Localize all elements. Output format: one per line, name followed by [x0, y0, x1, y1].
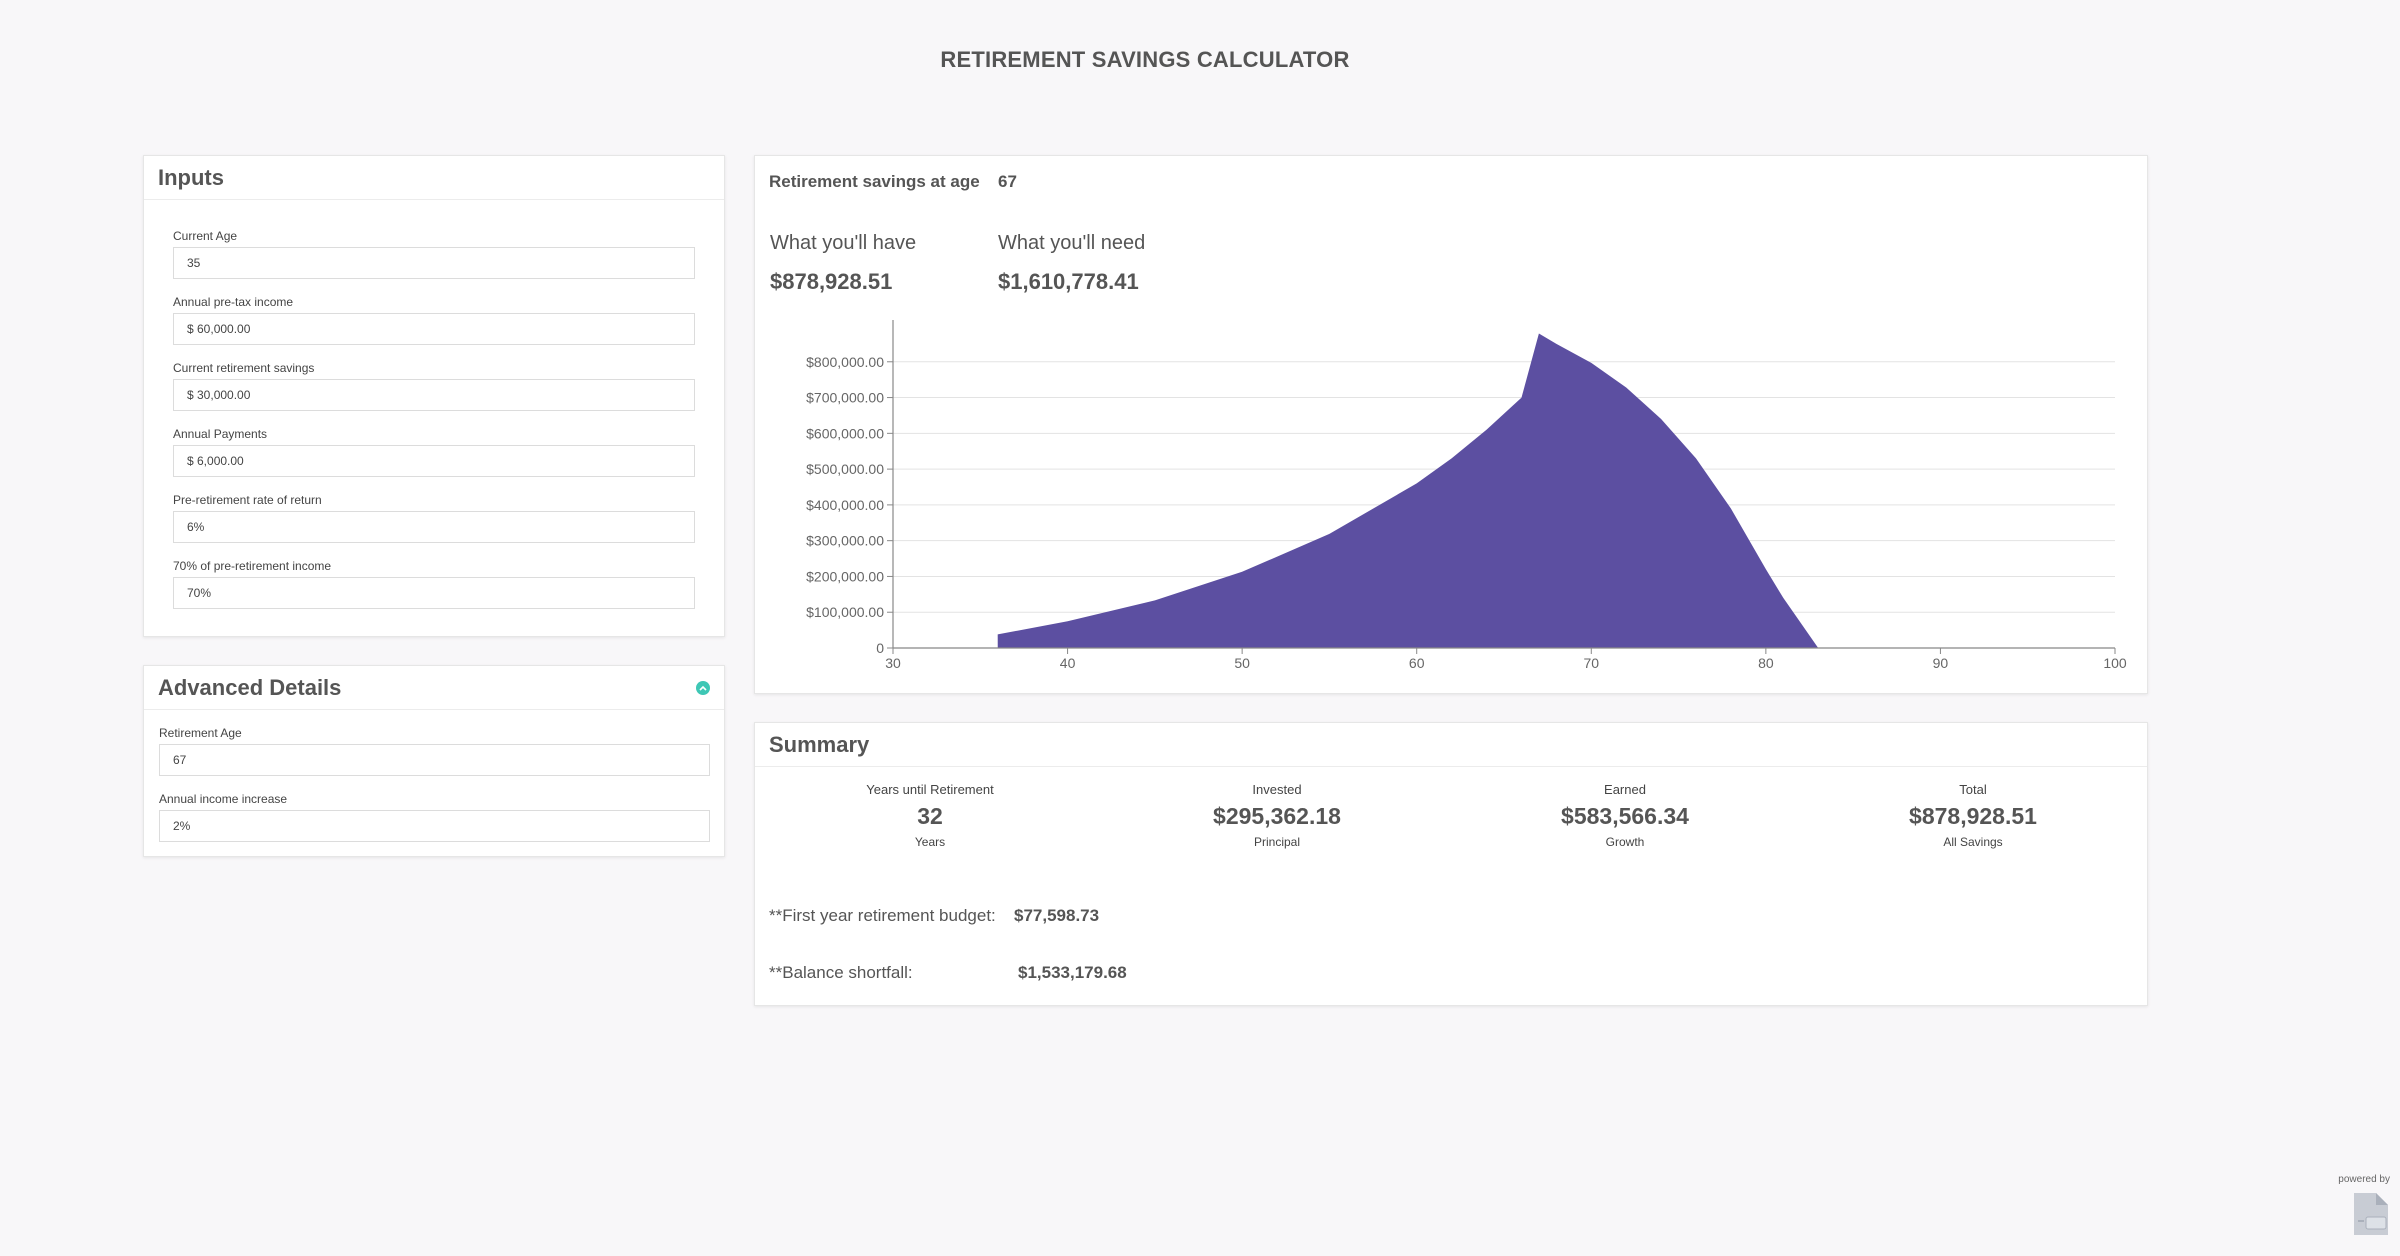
- y-tick-label: $100,000.00: [806, 604, 884, 620]
- stat-invested: Invested $295,362.18 Principal: [1157, 782, 1397, 849]
- inputs-card-title: Inputs: [158, 164, 224, 190]
- savings-area-series: [997, 333, 1819, 648]
- y-tick-label: $400,000.00: [806, 497, 884, 513]
- annual-income-field: Annual pre-tax income $ 60,000.00: [173, 295, 695, 345]
- annual-income-label: Annual pre-tax income: [173, 295, 294, 309]
- shortfall-value: $1,533,179.68: [1018, 963, 1127, 982]
- document-logo-icon[interactable]: [2352, 1191, 2390, 1237]
- y-tick-label: 0: [876, 640, 884, 656]
- x-tick-label: 100: [2103, 655, 2127, 671]
- retirement-age-label: Retirement Age: [159, 726, 242, 740]
- stat-total-value: $878,928.51: [1909, 803, 2037, 829]
- page-title: RETIREMENT SAVINGS CALCULATOR: [940, 47, 1350, 72]
- y-tick-label: $600,000.00: [806, 425, 884, 441]
- inputs-card: Inputs Current Age 35 Annual pre-tax inc…: [143, 155, 725, 637]
- income-increase-input[interactable]: 2%: [159, 810, 710, 842]
- current-savings-field: Current retirement savings $ 30,000.00: [173, 361, 695, 411]
- stat-total: Total $878,928.51 All Savings: [1853, 782, 2093, 849]
- results-card: Retirement savings at age 67 What you'll…: [754, 155, 2148, 694]
- income-percent-label: 70% of pre-retirement income: [173, 559, 332, 573]
- stat-total-sub: All Savings: [1943, 835, 2003, 849]
- have-label: What you'll have: [770, 232, 917, 254]
- need-label: What you'll need: [998, 232, 1146, 254]
- current-age-label: Current Age: [173, 229, 238, 243]
- y-tick-label: $300,000.00: [806, 533, 884, 549]
- current-savings-input[interactable]: $ 30,000.00: [173, 379, 695, 411]
- summary-header: Summary: [755, 723, 2147, 767]
- x-tick-label: 60: [1409, 655, 1425, 671]
- savings-area-chart: 0 $100,000.00 $200,000.00 $300,000.00 $400,0…: [806, 320, 2127, 671]
- x-tick-label: 80: [1758, 655, 1774, 671]
- advanced-details-title: Advanced Details: [158, 674, 342, 700]
- stat-invested-label: Invested: [1252, 782, 1302, 797]
- stat-earned-value: $583,566.34: [1561, 803, 1689, 829]
- have-value: $878,928.51: [770, 269, 893, 294]
- inputs-card-header: Inputs: [144, 156, 724, 200]
- y-tick-label: $500,000.00: [806, 461, 884, 477]
- rate-of-return-input[interactable]: 6%: [173, 511, 695, 543]
- retirement-age-heading: Retirement savings at age: [769, 172, 980, 191]
- stat-invested-value: $295,362.18: [1213, 803, 1341, 829]
- chevron-up-icon[interactable]: [696, 680, 710, 695]
- x-tick-label: 30: [885, 655, 901, 671]
- powered-by-text: powered by: [2338, 1174, 2390, 1185]
- annual-payments-field: Annual Payments $ 6,000.00: [173, 427, 695, 477]
- advanced-details-header[interactable]: Advanced Details: [144, 666, 724, 710]
- x-tick-label: 50: [1234, 655, 1250, 671]
- stat-years-value: 32: [917, 803, 943, 829]
- rate-of-return-field: Pre-retirement rate of return 6%: [173, 493, 695, 543]
- retirement-age-value: 67: [998, 172, 1017, 191]
- annual-payments-label: Annual Payments: [173, 427, 268, 441]
- retirement-age-field: Retirement Age 67: [159, 726, 710, 776]
- current-savings-label: Current retirement savings: [173, 361, 315, 375]
- summary-card: Summary Years until Retirement 32 Years …: [754, 722, 2148, 1006]
- income-increase-field: Annual income increase 2%: [159, 792, 710, 842]
- budget-label: **First year retirement budget:: [769, 906, 996, 925]
- income-percent-field: 70% of pre-retirement income 70%: [173, 559, 695, 609]
- stat-years-label: Years until Retirement: [866, 782, 994, 797]
- rate-of-return-label: Pre-retirement rate of return: [173, 493, 322, 507]
- y-tick-label: $700,000.00: [806, 390, 884, 406]
- x-tick-label: 70: [1583, 655, 1599, 671]
- income-percent-input[interactable]: 70%: [173, 577, 695, 609]
- stat-earned-label: Earned: [1604, 782, 1646, 797]
- stat-total-label: Total: [1959, 782, 1987, 797]
- stat-years-sub: Years: [914, 835, 946, 849]
- current-age-field: Current Age 35: [173, 229, 695, 279]
- y-tick-label: $200,000.00: [806, 568, 884, 584]
- annual-income-input[interactable]: $ 60,000.00: [173, 313, 695, 345]
- summary-title: Summary: [769, 731, 870, 757]
- x-tick-label: 90: [1933, 655, 1949, 671]
- y-tick-label: $800,000.00: [806, 354, 884, 370]
- powered-by: powered by: [2330, 1174, 2390, 1242]
- stat-invested-sub: Principal: [1253, 835, 1301, 849]
- retirement-age-input[interactable]: 67: [159, 744, 710, 776]
- advanced-details-card: Advanced Details Retirement Age 67 Annua…: [143, 665, 725, 857]
- annual-payments-input[interactable]: $ 6,000.00: [173, 445, 695, 477]
- need-value: $1,610,778.41: [998, 269, 1139, 294]
- income-increase-label: Annual income increase: [159, 792, 288, 806]
- shortfall-label: **Balance shortfall:: [769, 963, 913, 982]
- budget-value: $77,598.73: [1014, 906, 1100, 925]
- stat-earned: Earned $583,566.34 Growth: [1505, 782, 1745, 849]
- x-tick-label: 40: [1060, 655, 1076, 671]
- stat-years: Years until Retirement 32 Years: [810, 782, 1050, 849]
- current-age-input[interactable]: 35: [173, 247, 695, 279]
- stat-earned-sub: Growth: [1605, 835, 1645, 849]
